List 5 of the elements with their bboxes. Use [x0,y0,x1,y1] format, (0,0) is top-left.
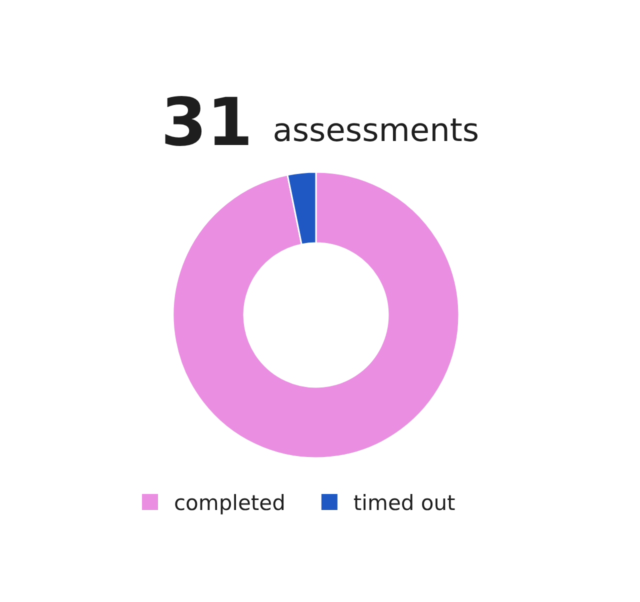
chart-title: 31 [160,84,253,161]
legend-label: timed out [353,491,456,515]
donut-slice [172,171,460,459]
chart-subtitle: assessments [272,111,480,149]
legend-label: completed [174,491,286,515]
